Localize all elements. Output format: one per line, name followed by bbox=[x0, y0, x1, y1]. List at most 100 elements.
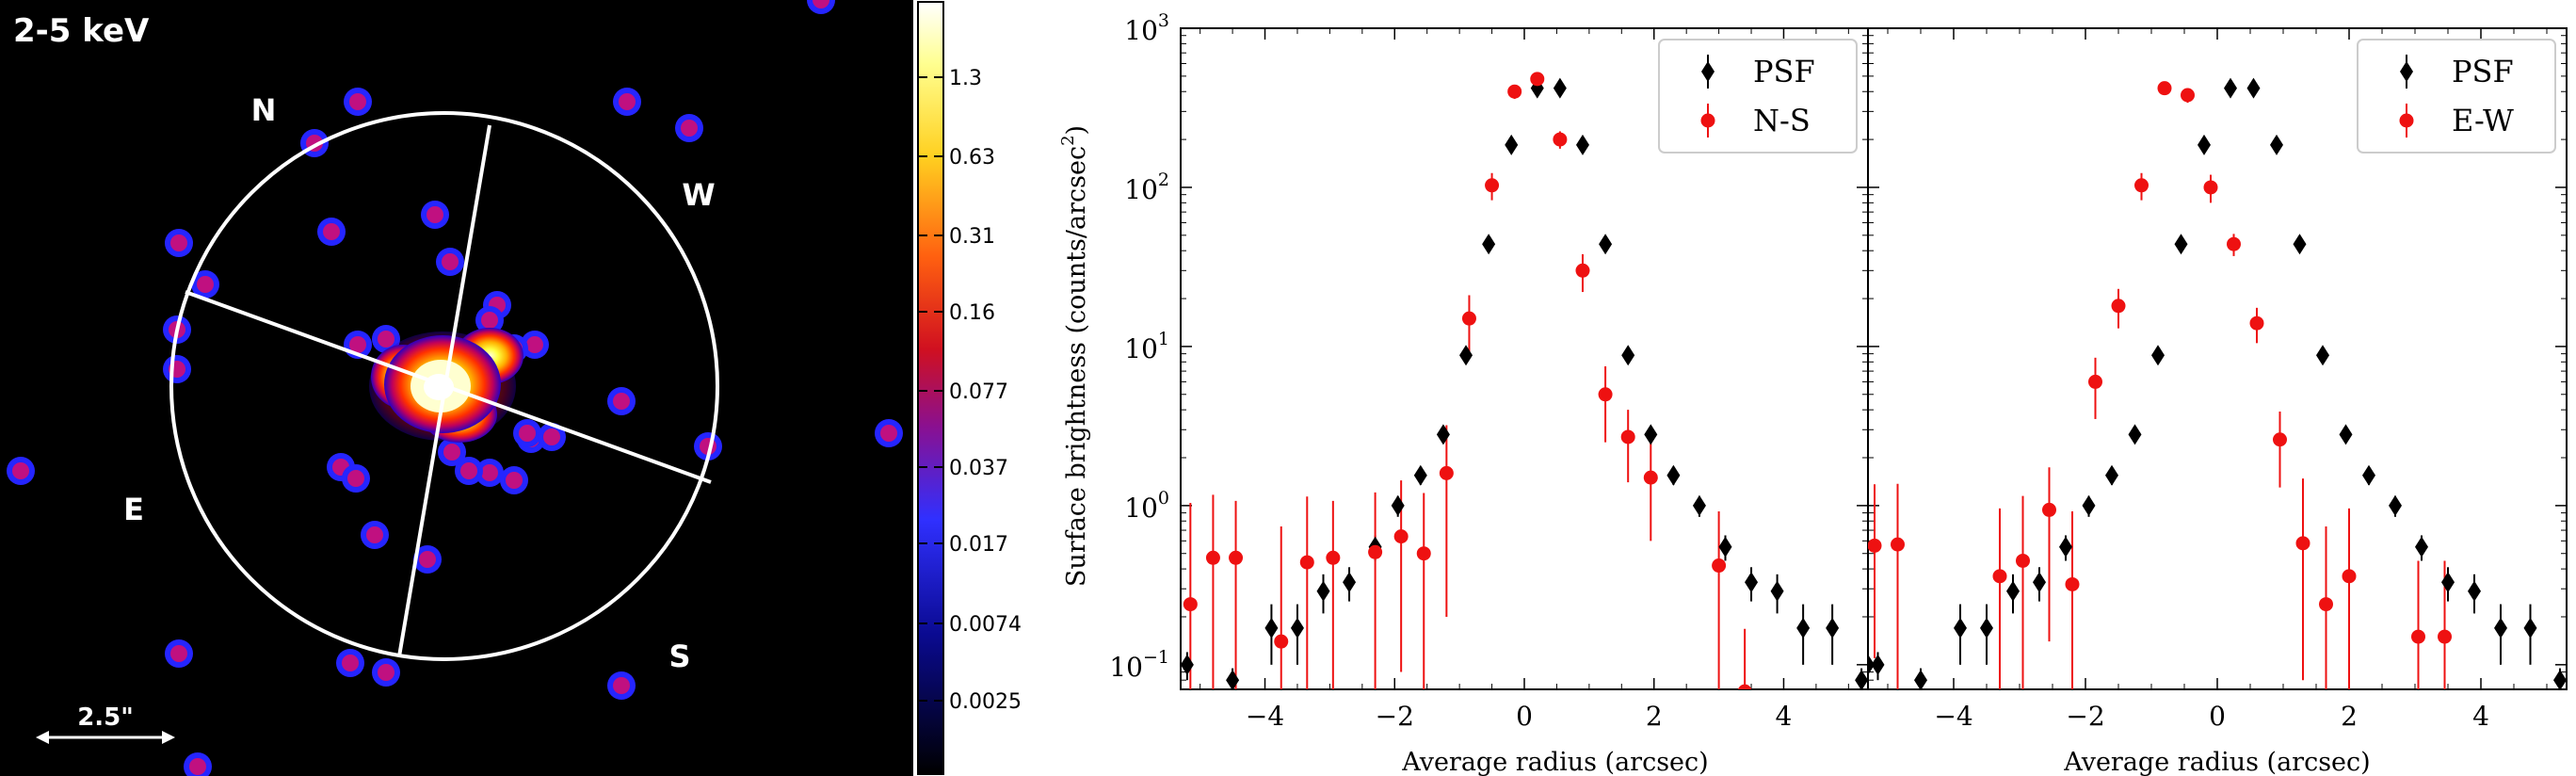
colorbar-gradient bbox=[917, 1, 944, 775]
data-point-profile bbox=[2342, 569, 2357, 584]
data-point-psf bbox=[1692, 494, 1706, 516]
region-circle bbox=[169, 111, 719, 661]
data-point-profile bbox=[2411, 629, 2425, 644]
legend-marker-psf bbox=[1701, 61, 1715, 82]
data-point-profile bbox=[1553, 132, 1568, 147]
extraction-region bbox=[169, 111, 719, 661]
data-point-profile bbox=[2438, 629, 2452, 644]
data-point-profile bbox=[2227, 236, 2241, 251]
photon-spot-core bbox=[443, 444, 460, 461]
data-point-psf bbox=[1644, 424, 1658, 445]
x-tick-label: 2 bbox=[2341, 701, 2358, 732]
photon-spot-core bbox=[526, 336, 543, 353]
data-layer bbox=[1181, 72, 1868, 689]
data-point-psf bbox=[2128, 424, 2142, 445]
data-point-psf bbox=[1482, 234, 1496, 255]
colorbar-tick-label: 0.017 bbox=[949, 533, 1008, 557]
region-divider-ns bbox=[397, 124, 491, 657]
x-tick-label: 0 bbox=[2209, 701, 2226, 732]
colorbar-ticks: 1.3 0.63 0.31 0.16 0.077 0.037 0.017 0.0074 0.00… bbox=[918, 67, 1022, 714]
data-point-psf bbox=[2415, 536, 2428, 558]
compass-west: W bbox=[682, 177, 715, 213]
data-point-psf bbox=[2362, 464, 2375, 486]
data-point-profile bbox=[2249, 315, 2264, 331]
scale-bar bbox=[36, 731, 175, 744]
data-point-psf bbox=[2082, 494, 2096, 516]
colorbar-tick-label: 0.63 bbox=[949, 146, 995, 170]
data-point-psf bbox=[1826, 617, 1840, 639]
photon-spot-core bbox=[460, 462, 477, 479]
data-point-psf bbox=[1316, 580, 1330, 602]
data-layer bbox=[1868, 77, 2567, 689]
data-point-profile bbox=[2065, 576, 2080, 591]
data-point-profile bbox=[2319, 597, 2333, 612]
data-point-profile bbox=[2088, 374, 2102, 389]
photon-spot-core bbox=[681, 120, 698, 137]
x-tick-label: −2 bbox=[2066, 701, 2104, 732]
left-x-axis-label: Average radius (arcsec) bbox=[1401, 748, 1708, 776]
legend-marker-profile bbox=[2399, 113, 2414, 128]
data-point-profile bbox=[1507, 84, 1522, 99]
colorbar-tick-label: 0.0074 bbox=[949, 613, 1022, 637]
y-axis-label: Surface brightness (counts/arcsec2) bbox=[1058, 125, 1091, 587]
y-tick-label: 10−1 bbox=[1109, 647, 1169, 683]
band-label: 2-5 keV bbox=[13, 12, 150, 50]
legend-label: E-W bbox=[2452, 103, 2514, 138]
data-point-psf bbox=[1770, 580, 1784, 602]
data-point-psf bbox=[2246, 77, 2261, 99]
y-tick-label: 103 bbox=[1124, 10, 1169, 46]
data-point-profile bbox=[1183, 597, 1198, 612]
data-point-psf bbox=[1505, 134, 1519, 155]
photon-spot-core bbox=[189, 758, 206, 775]
x-tick-label: −4 bbox=[1934, 701, 1972, 732]
data-point-psf bbox=[1264, 617, 1279, 639]
photon-spot-core bbox=[442, 253, 459, 270]
data-point-psf bbox=[2389, 494, 2402, 516]
x-tick-label: 0 bbox=[1516, 701, 1533, 732]
y-tick-label: 100 bbox=[1124, 488, 1169, 524]
data-point-profile bbox=[2111, 299, 2126, 314]
scale-bar-label: 2.5" bbox=[77, 703, 134, 732]
data-point-psf bbox=[2270, 134, 2283, 155]
photon-spot-core bbox=[378, 331, 394, 348]
data-point-profile bbox=[1598, 387, 1613, 402]
photon-spot-core bbox=[519, 425, 536, 442]
colorbar-tick-label: 0.0025 bbox=[949, 690, 1022, 714]
colorbar-tick-label: 0.037 bbox=[949, 457, 1008, 480]
data-point-psf bbox=[2006, 580, 2020, 602]
data-point-psf bbox=[1459, 345, 1473, 366]
right-x-axis-label: Average radius (arcsec) bbox=[2063, 748, 2370, 776]
profile-plots: Surface brightness (counts/arcsec2) −4 −2… bbox=[1058, 10, 2568, 776]
photon-spot-core bbox=[12, 462, 29, 479]
data-point-psf bbox=[2293, 234, 2307, 255]
data-point-psf bbox=[1666, 464, 1681, 486]
photon-spot-core bbox=[506, 472, 523, 489]
data-point-psf bbox=[2316, 345, 2329, 366]
data-point-profile bbox=[1485, 178, 1500, 193]
data-point-profile bbox=[1575, 263, 1590, 278]
photon-spot-core bbox=[813, 0, 829, 8]
photon-spot-core bbox=[481, 464, 498, 481]
photon-spots bbox=[7, 0, 903, 776]
photon-spot-core bbox=[197, 276, 214, 293]
data-point-psf bbox=[1599, 234, 1613, 255]
data-point-profile bbox=[2042, 502, 2056, 517]
x-tick-label: −2 bbox=[1376, 701, 1414, 732]
data-point-profile bbox=[2016, 553, 2030, 568]
data-point-psf bbox=[2059, 536, 2072, 558]
y-tick-label: 101 bbox=[1124, 329, 1169, 364]
data-point-profile bbox=[2295, 536, 2310, 551]
data-point-profile bbox=[1368, 544, 1383, 559]
legend-label: N-S bbox=[1753, 103, 1811, 138]
data-point-psf bbox=[2105, 464, 2118, 486]
data-point-psf bbox=[1980, 617, 1993, 639]
data-point-profile bbox=[1643, 470, 1658, 485]
y-tick-label: 102 bbox=[1124, 170, 1169, 205]
legend: PSF E-W bbox=[2357, 39, 2556, 154]
photon-spot-core bbox=[342, 655, 359, 671]
data-point-psf bbox=[2339, 424, 2353, 445]
data-point-profile bbox=[1393, 529, 1409, 544]
data-point-profile bbox=[2134, 178, 2149, 193]
photon-spot-core bbox=[378, 664, 394, 681]
data-point-profile bbox=[1274, 634, 1289, 649]
